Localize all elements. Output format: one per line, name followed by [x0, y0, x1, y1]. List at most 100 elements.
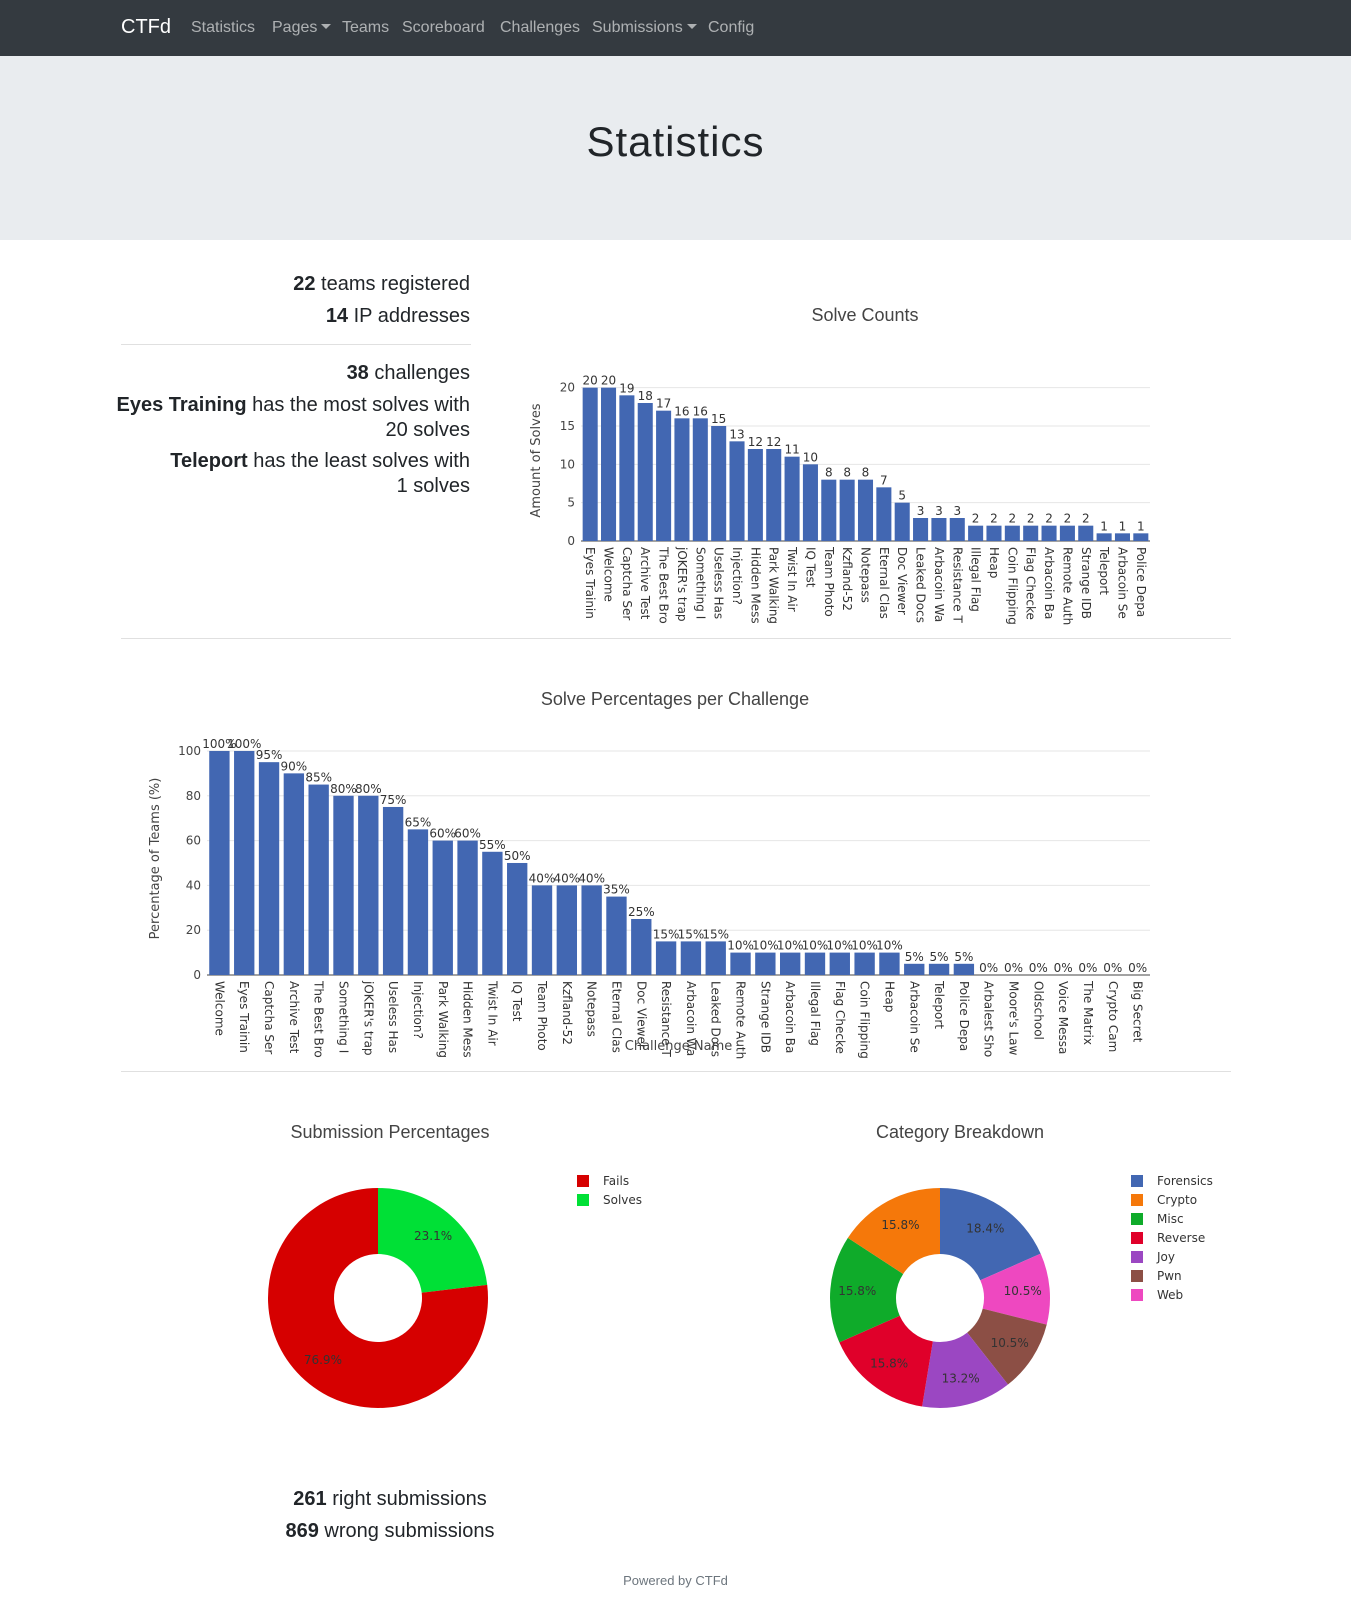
pie-slice[interactable] [830, 1237, 904, 1343]
legend-label[interactable]: Joy [1156, 1250, 1175, 1264]
bar[interactable] [802, 464, 818, 541]
bar[interactable] [457, 840, 478, 975]
bar-value-label: 13 [729, 427, 744, 441]
bar[interactable] [407, 829, 429, 975]
bar[interactable] [531, 885, 553, 975]
bar[interactable] [829, 952, 850, 975]
nav-pages-dropdown[interactable]: Pages [272, 19, 332, 37]
bar[interactable] [674, 418, 690, 541]
bar[interactable] [1133, 533, 1149, 541]
bar[interactable] [637, 403, 653, 541]
bar[interactable] [619, 395, 635, 541]
bar[interactable] [986, 525, 1002, 541]
bar[interactable] [854, 952, 875, 975]
bar[interactable] [1078, 525, 1094, 541]
bar[interactable] [879, 952, 900, 975]
bar[interactable] [1096, 533, 1112, 541]
bar[interactable] [779, 952, 801, 975]
bar[interactable] [729, 441, 745, 541]
brand-link[interactable]: CTFd [121, 16, 171, 38]
legend-label[interactable]: Crypto [1157, 1193, 1197, 1207]
bar[interactable] [931, 518, 947, 541]
bar-value-label: 1 [1100, 519, 1108, 533]
pie-slice[interactable] [839, 1315, 933, 1407]
bar[interactable] [876, 487, 892, 541]
bar[interactable] [904, 963, 925, 975]
nav-teams[interactable]: Teams [342, 19, 390, 36]
pie-slice[interactable] [940, 1188, 1041, 1281]
bar[interactable] [1059, 525, 1075, 541]
bar[interactable] [953, 963, 975, 975]
bar[interactable] [1114, 533, 1130, 541]
bar[interactable] [692, 418, 708, 541]
nav-submissions-dropdown[interactable]: Submissions [592, 19, 697, 37]
bar[interactable] [839, 479, 855, 541]
legend-label[interactable]: Pwn [1157, 1269, 1182, 1283]
bar[interactable] [894, 502, 910, 541]
bar[interactable] [581, 885, 602, 975]
bar[interactable] [705, 941, 726, 975]
bar[interactable] [913, 518, 929, 541]
bar[interactable] [1041, 525, 1057, 541]
x-tick-label: Eyes Trainin [583, 547, 597, 619]
bar[interactable] [968, 525, 984, 541]
nav-config[interactable]: Config [708, 19, 755, 36]
bar[interactable] [755, 952, 776, 975]
legend-label[interactable]: Forensics [1157, 1174, 1213, 1188]
x-tick-label: Twist In Air [785, 546, 799, 612]
pie-slice[interactable] [967, 1308, 1047, 1385]
bar-value-label: 8 [862, 466, 870, 480]
bar[interactable] [711, 426, 727, 541]
bar[interactable] [556, 885, 578, 975]
bar-value-label: 5% [954, 950, 973, 964]
page-header: Statistics [0, 56, 1351, 240]
bar[interactable] [730, 952, 751, 975]
x-tick-label: Park Walking [767, 547, 781, 624]
bar[interactable] [656, 410, 672, 541]
bar[interactable] [234, 750, 255, 975]
legend-label[interactable]: Misc [1157, 1212, 1184, 1226]
bar[interactable] [655, 941, 677, 975]
bar[interactable] [747, 449, 763, 541]
bar[interactable] [766, 449, 782, 541]
bar[interactable] [949, 518, 965, 541]
legend-label[interactable]: Fails [603, 1174, 629, 1188]
pie-slice[interactable] [847, 1188, 940, 1274]
legend-label[interactable]: Reverse [1157, 1231, 1205, 1245]
pie-slice[interactable] [980, 1253, 1050, 1325]
bar[interactable] [382, 806, 404, 975]
bar-value-label: 8 [825, 466, 833, 480]
nav-scoreboard[interactable]: Scoreboard [402, 19, 485, 36]
bar[interactable] [804, 952, 826, 975]
bar[interactable] [928, 963, 950, 975]
bar[interactable] [821, 479, 837, 541]
bar[interactable] [358, 795, 379, 975]
bar[interactable] [258, 762, 280, 975]
nav-statistics[interactable]: Statistics [191, 19, 256, 36]
bar[interactable] [680, 941, 702, 975]
bar[interactable] [1004, 525, 1020, 541]
bar[interactable] [482, 851, 503, 975]
bar[interactable] [209, 750, 230, 975]
bar[interactable] [1023, 525, 1039, 541]
bar[interactable] [308, 784, 329, 975]
pie-slice[interactable] [378, 1188, 488, 1293]
bar[interactable] [432, 840, 453, 975]
legend-label[interactable]: Solves [603, 1193, 642, 1207]
nav-challenges[interactable]: Challenges [500, 19, 581, 36]
bar[interactable] [283, 773, 305, 975]
bar[interactable] [582, 387, 598, 541]
bar[interactable] [507, 862, 528, 975]
pie-slice[interactable] [268, 1188, 488, 1408]
x-tick-label: Eternal Clas [609, 981, 623, 1053]
bar[interactable] [631, 918, 652, 975]
x-tick-label: Crypto Cam [1106, 981, 1120, 1052]
bar-value-label: 40% [553, 871, 580, 885]
legend-label[interactable]: Web [1157, 1288, 1183, 1302]
bar[interactable] [606, 896, 627, 975]
bar[interactable] [784, 456, 800, 541]
bar[interactable] [601, 387, 617, 541]
pie-slice[interactable] [922, 1332, 1008, 1408]
bar[interactable] [333, 795, 354, 975]
bar[interactable] [857, 479, 874, 541]
